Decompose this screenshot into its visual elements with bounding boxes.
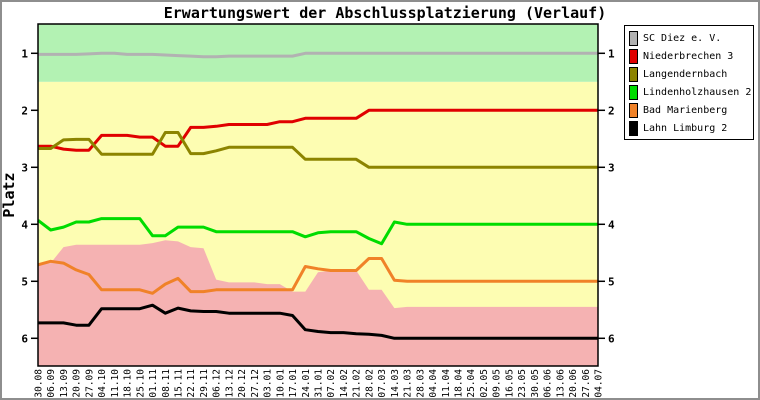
y-tick-label-left: 3	[21, 161, 28, 174]
series-line-lahn-limburg-2	[38, 303, 598, 340]
x-tick-label: 25.04	[466, 369, 477, 398]
y-tick-label-right: 5	[608, 275, 615, 288]
y-tick-label-left: 1	[21, 47, 28, 60]
y-tick-label-left: 5	[21, 275, 28, 288]
x-tick-label: 28.02	[364, 369, 375, 398]
x-tick-label: 07.03	[377, 369, 388, 398]
y-tick-label-right: 1	[608, 47, 615, 60]
y-tick-label-left: 2	[21, 104, 28, 117]
legend-item-lahn-limburg-2: Lahn Limburg 2	[629, 119, 753, 137]
x-tick-label: 04.07	[594, 369, 605, 398]
x-tick-label: 25.10	[135, 369, 146, 398]
x-tick-label: 06.06	[543, 369, 554, 398]
x-tick-label: 21.03	[403, 369, 414, 398]
x-tick-label: 23.05	[517, 369, 528, 398]
plot-border	[37, 23, 599, 367]
x-tick-label: 06.12	[212, 369, 223, 398]
x-tick-label: 27.06	[581, 369, 592, 398]
series-line-bad-marienberg	[37, 257, 598, 295]
y-tick-label-left: 6	[21, 332, 28, 345]
x-tick-label: 04.10	[97, 369, 108, 398]
y-tick-label-left: 4	[21, 218, 28, 231]
x-tick-label: 18.10	[123, 369, 134, 398]
x-axis-labels: 30.08 06.09 13.09 20.09 27.09 04.10 11.10 18.10…	[34, 369, 605, 398]
x-tick-label: 08.11	[161, 369, 172, 398]
legend-label: Langendernbach	[643, 68, 728, 80]
legend-label: Lahn Limburg 2	[643, 122, 728, 134]
legend-label: Niederbrechen 3	[643, 50, 734, 62]
legend-item-sc-diez-e-v-: SC Diez e. V.	[629, 29, 753, 47]
x-tick-label: 20.09	[72, 369, 83, 398]
x-tick-label: 11.04	[441, 369, 452, 398]
x-tick-label: 14.02	[339, 369, 350, 398]
x-tick-label: 10.01	[275, 369, 286, 398]
series-line-lindenholzhausen-2	[37, 217, 598, 246]
y-tick-label-right: 6	[608, 332, 615, 345]
legend-swatch	[629, 66, 638, 82]
x-tick-label: 16.05	[504, 369, 515, 398]
x-tick-label: 27.12	[250, 369, 261, 398]
x-tick-label: 14.03	[390, 369, 401, 398]
legend-label: Lindenholzhausen 2	[643, 86, 752, 98]
x-tick-label: 22.11	[186, 369, 197, 398]
y-tick-label-right: 4	[608, 218, 615, 231]
x-tick-label: 13.06	[555, 369, 566, 398]
y-tick-label-right: 3	[608, 161, 615, 174]
legend-swatch	[629, 48, 638, 64]
legend-swatch	[629, 102, 638, 118]
x-tick-label: 17.01	[288, 369, 299, 398]
x-tick-label: 28.03	[415, 369, 426, 398]
x-tick-label: 31.01	[314, 369, 325, 398]
x-tick-label: 18.04	[454, 369, 465, 398]
x-tick-label: 30.08	[34, 369, 45, 398]
legend-swatch	[629, 84, 638, 100]
x-tick-label: 02.05	[479, 369, 490, 398]
x-tick-label: 30.05	[530, 369, 541, 398]
x-tick-label: 13.09	[59, 369, 70, 398]
x-tick-label: 15.11	[174, 369, 185, 398]
x-tick-label: 09.05	[492, 369, 503, 398]
legend-label: Bad Marienberg	[643, 104, 728, 116]
x-tick-label: 04.04	[428, 369, 439, 398]
x-tick-label: 07.02	[326, 369, 337, 398]
legend-item-lindenholzhausen-2: Lindenholzhausen 2	[629, 83, 753, 101]
chart-title: Erwartungswert der Abschlussplatzierung …	[163, 4, 607, 22]
series-line-niederbrechen-3	[38, 108, 598, 152]
x-tick-label: 24.01	[301, 369, 312, 398]
series-line-sc-diez-e-v-	[38, 51, 598, 59]
legend-swatch	[629, 30, 638, 46]
y-tick-label-right: 2	[608, 104, 615, 117]
x-tick-label: 13.12	[224, 369, 235, 398]
x-tick-label: 03.01	[263, 369, 274, 398]
x-tick-label: 01.11	[148, 369, 159, 398]
x-tick-label: 27.09	[84, 369, 95, 398]
band-relegation-zone	[38, 240, 598, 366]
x-tick-label: 06.09	[46, 369, 57, 398]
x-tick-label: 20.12	[237, 369, 248, 398]
legend: SC Diez e. V. Niederbrechen 3 Langendernba…	[624, 25, 754, 140]
legend-item-bad-marienberg: Bad Marienberg	[629, 101, 753, 119]
x-tick-label: 20.06	[568, 369, 579, 398]
x-tick-label: 21.02	[352, 369, 363, 398]
y-axis-ticks: 1 1 2 2 3 3 4 4 5 5 6 6	[21, 47, 615, 345]
y-axis-title: Platz	[0, 172, 18, 217]
legend-item-langendernbach: Langendernbach	[629, 65, 753, 83]
legend-item-niederbrechen-3: Niederbrechen 3	[629, 47, 753, 65]
legend-label: SC Diez e. V.	[643, 32, 722, 44]
legend-swatch	[629, 120, 638, 136]
x-tick-label: 11.10	[110, 369, 121, 398]
x-tick-label: 29.11	[199, 369, 210, 398]
series-line-langendernbach	[38, 131, 598, 169]
